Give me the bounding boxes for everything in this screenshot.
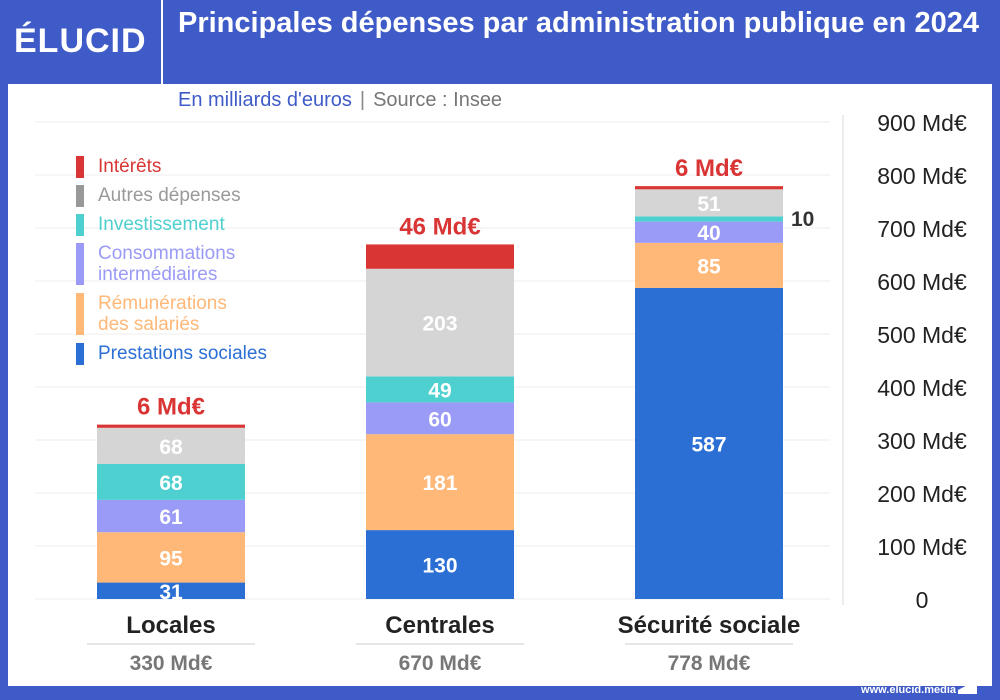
y-tick-label: 400 Md€ [877, 375, 967, 401]
header: ÉLUCID Principales dépenses par administ… [0, 0, 1000, 84]
bar-segment [366, 268, 514, 377]
data-label: 587 [691, 433, 726, 456]
category-label: Sécurité sociale [618, 612, 801, 639]
bar-segment [97, 582, 245, 599]
y-tick-label: 300 Md€ [877, 428, 967, 454]
bar-segment [366, 244, 514, 269]
header-divider [161, 0, 163, 84]
legend-label: Consommations intermédiaires [98, 243, 236, 285]
category-label: Centrales [385, 612, 494, 639]
bar-segment [97, 499, 245, 533]
legend-label: Autres dépenses [98, 185, 241, 206]
legend-item: Intérêts [76, 156, 267, 178]
bar-segment [635, 287, 783, 599]
legend-label: Prestations sociales [98, 343, 267, 364]
y-tick-label: 800 Md€ [877, 163, 967, 189]
data-label: 85 [697, 255, 721, 278]
y-tick-label: 700 Md€ [877, 216, 967, 242]
data-label: 31 [159, 581, 183, 604]
data-label: 203 [422, 313, 457, 336]
bar-segment [635, 186, 783, 190]
data-label: 95 [159, 547, 183, 570]
legend-swatch [76, 156, 84, 178]
y-tick-label: 100 Md€ [877, 534, 967, 560]
chart-title: Principales dépenses par administration … [178, 7, 979, 39]
bar-segment [366, 376, 514, 403]
data-label: 51 [697, 193, 721, 216]
bar-segment [97, 424, 245, 428]
category-total: 670 Md€ [399, 652, 482, 675]
bar-segment [366, 530, 514, 599]
data-label: 130 [422, 555, 457, 578]
legend-item: Investissement [76, 214, 267, 236]
y-tick-label: 600 Md€ [877, 269, 967, 295]
y-tick-label: 500 Md€ [877, 322, 967, 348]
interest-label: 6 Md€ [137, 394, 205, 421]
interest-label: 6 Md€ [675, 155, 743, 182]
bar-segment [97, 532, 245, 583]
category-total: 778 Md€ [668, 652, 751, 675]
legend-swatch [76, 293, 84, 335]
data-label: 40 [697, 222, 720, 245]
y-tick-label: 900 Md€ [877, 110, 967, 136]
legend-label: Intérêts [98, 156, 162, 177]
legend-swatch [76, 243, 84, 285]
data-label: 49 [428, 379, 451, 402]
data-label: 68 [159, 472, 183, 495]
y-tick-label: 200 Md€ [877, 481, 967, 507]
legend-item: Autres dépenses [76, 185, 267, 207]
bar-segment [635, 189, 783, 217]
interest-label: 46 Md€ [399, 213, 480, 240]
elucid-logo: ÉLUCID [14, 22, 147, 60]
data-label: 60 [428, 408, 451, 431]
unit-label: En milliards d'euros [178, 89, 352, 111]
bar-segment [97, 463, 245, 500]
legend-swatch [76, 214, 84, 236]
bar-segment [366, 434, 514, 531]
legend: Intérêts Autres dépenses Investissement Con… [76, 156, 267, 372]
legend-label: Investissement [98, 214, 225, 235]
category-total: 330 Md€ [130, 652, 213, 675]
legend-item: Rémunérations des salariés [76, 293, 267, 335]
bar-segment [635, 242, 783, 288]
legend-swatch [76, 343, 84, 365]
y-tick-label: 0 [916, 587, 929, 613]
bar-segment [635, 216, 783, 222]
source-label: Source : Insee [373, 89, 503, 111]
separator: | [359, 89, 366, 111]
category-label: Locales [126, 612, 215, 639]
legend-item: Prestations sociales [76, 343, 267, 365]
data-label: 181 [422, 472, 457, 495]
legend-swatch [76, 185, 84, 207]
bar-segment [97, 427, 245, 464]
data-label: 61 [159, 506, 183, 529]
bar-segment [366, 402, 514, 435]
subtitle: En milliards d'euros | Source : Insee [178, 89, 502, 112]
bar-segment [635, 221, 783, 243]
legend-item: Consommations intermédiaires [76, 243, 267, 285]
legend-label: Rémunérations des salariés [98, 293, 227, 335]
data-label-outside: 10 [791, 208, 814, 231]
data-label: 68 [159, 436, 183, 459]
footer-url: www.elucid.media [861, 684, 956, 696]
